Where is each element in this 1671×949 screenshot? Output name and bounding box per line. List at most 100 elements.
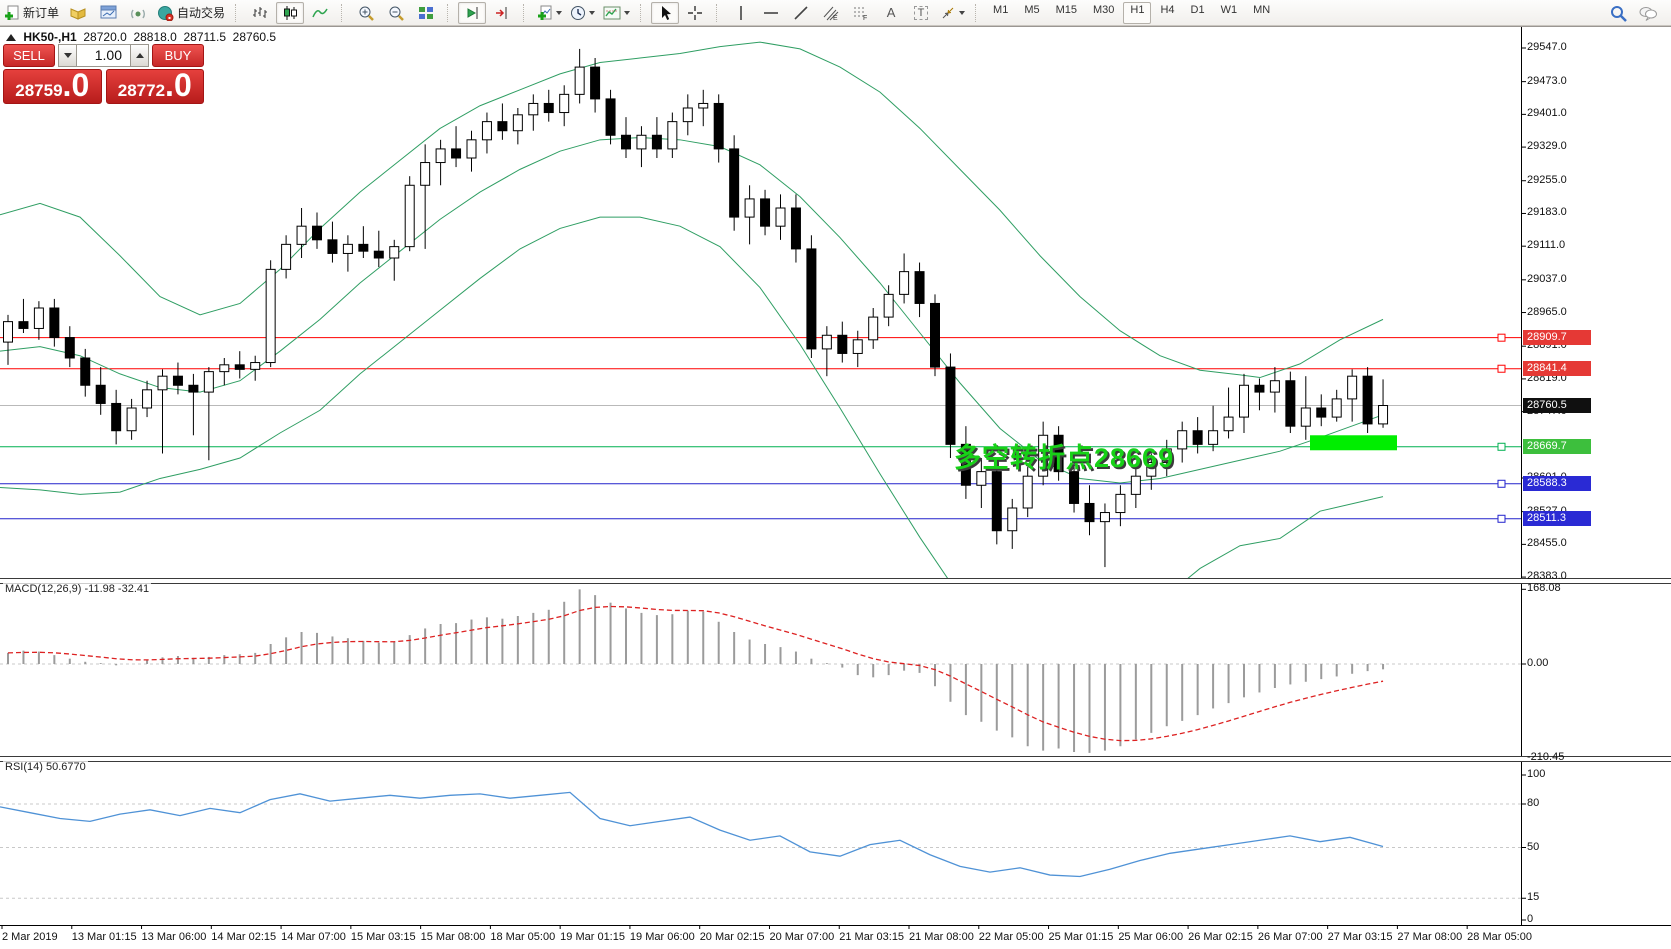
candle-body [1022,475,1033,509]
time-label: 22 Mar 05:00 [978,931,1044,943]
volume-input[interactable]: 1.00 [77,44,130,67]
auto-trading-button[interactable]: 自动交易 [154,2,228,24]
volume-decrease-button[interactable] [58,44,77,67]
candle-body [821,334,832,350]
candle-body [420,162,431,186]
rsi-panel-separator[interactable] [0,756,1671,762]
auto-scroll-button[interactable] [458,1,487,24]
channel-tool[interactable]: E [817,2,845,24]
bar-chart-mode-button[interactable] [246,2,274,24]
candle-body [1130,475,1141,495]
candle-body [172,375,183,386]
symbol-expand-icon[interactable] [6,34,16,41]
tile-windows-button[interactable] [412,2,440,24]
time-label: 18 Mar 05:00 [490,931,556,943]
candle-body [451,148,462,159]
timeframe-button-d1[interactable]: D1 [1190,3,1205,16]
candle-body [559,93,570,114]
timeframe-button-m5[interactable]: M5 [1024,3,1040,16]
macd-tick-label: -210.45 [1527,750,1565,763]
timeframe-button-h4[interactable]: H4 [1160,3,1175,16]
chart-window-button[interactable] [94,2,122,24]
cursor-tool-button[interactable] [651,1,680,24]
toolbar-separator [716,3,722,22]
candlestick-icon [284,5,298,20]
vertical-line-icon [740,5,742,20]
arrows-tool[interactable] [937,2,968,24]
chevron-down-icon [556,10,563,15]
timeframe-button-m15[interactable]: M15 [1055,3,1077,16]
candle-body [389,246,400,259]
candle-body [605,98,616,136]
search-icon [1610,5,1627,22]
text-label-tool[interactable]: T [907,2,935,24]
chat-icon [1639,7,1657,21]
candle-body [1239,384,1249,418]
sell-price: 28759 [15,81,63,100]
fibonacci-tool[interactable]: F [847,2,875,24]
indicators-button[interactable] [534,2,565,24]
time-label: 25 Mar 06:00 [1118,931,1184,943]
candle-body [760,198,771,227]
volume-increase-button[interactable] [130,44,149,67]
price-tick-label: 28965.0 [1527,305,1567,318]
text-tool[interactable]: A [877,2,905,24]
time-label: 13 Mar 06:00 [141,931,207,943]
timeframe-button-w1[interactable]: W1 [1220,3,1238,16]
candle-body [883,293,894,318]
candle-body [1362,375,1373,425]
new-order-button[interactable]: 新订单 [1,2,62,24]
chevron-down-icon [589,10,596,15]
zoom-in-button[interactable] [352,2,380,24]
candle-body [312,225,322,241]
chevron-down-icon [959,10,966,15]
macd-panel-separator[interactable] [0,578,1671,584]
time-label: 14 Mar 07:00 [281,931,346,943]
market-watch-button[interactable] [64,2,92,24]
candle-body [219,364,230,373]
candle-body [1161,448,1172,464]
timeframe-button-mn[interactable]: MN [1253,3,1271,16]
timeframe-button-m1[interactable]: M1 [993,3,1009,16]
candle-body [435,148,446,164]
chart-shift-button[interactable] [488,2,516,24]
buy-button[interactable]: BUY [152,44,204,67]
candle-body [157,375,168,391]
chat-button[interactable] [1634,2,1662,24]
templates-button[interactable] [600,2,633,24]
periods-button[interactable] [567,2,598,24]
trendline-tool[interactable] [787,2,815,24]
new-order-icon [5,5,19,20]
candle-body [1053,434,1064,473]
candlestick-mode-button[interactable] [276,1,305,24]
time-label: 19 Mar 01:15 [560,931,625,943]
window-top-border [0,26,1671,27]
search-button[interactable] [1604,2,1632,24]
sell-button[interactable]: SELL [3,44,55,67]
candle-body [49,307,60,339]
candle-body [1347,375,1358,400]
candle-body [126,407,137,432]
candle-body [852,339,863,354]
time-axis-line [0,925,1671,926]
sell-price-box[interactable]: 28759 .0 [3,69,102,104]
candle-body [590,66,601,100]
candle-body [80,357,91,386]
candle-body [203,371,214,393]
macd-tick-label: 0.00 [1527,657,1549,669]
price-tick-label: 28383.0 [1527,570,1567,583]
crosshair-tool-button[interactable] [681,2,709,24]
candle-body [790,207,801,250]
timeframe-button-m30[interactable]: M30 [1093,3,1115,16]
line-chart-mode-button[interactable] [306,2,334,24]
candle-body [142,389,153,409]
signals-button[interactable] [124,2,152,24]
price-tick-label: 29255.0 [1527,173,1567,186]
timeframe-button-h1[interactable]: H1 [1123,1,1152,24]
zoom-out-button[interactable] [382,2,410,24]
chart-annotation-text[interactable]: 多空转折点28669 [954,443,1175,473]
vertical-line-tool[interactable] [727,2,755,24]
buy-price-box[interactable]: 28772 .0 [105,69,204,104]
horizontal-line-tool[interactable] [757,2,785,24]
